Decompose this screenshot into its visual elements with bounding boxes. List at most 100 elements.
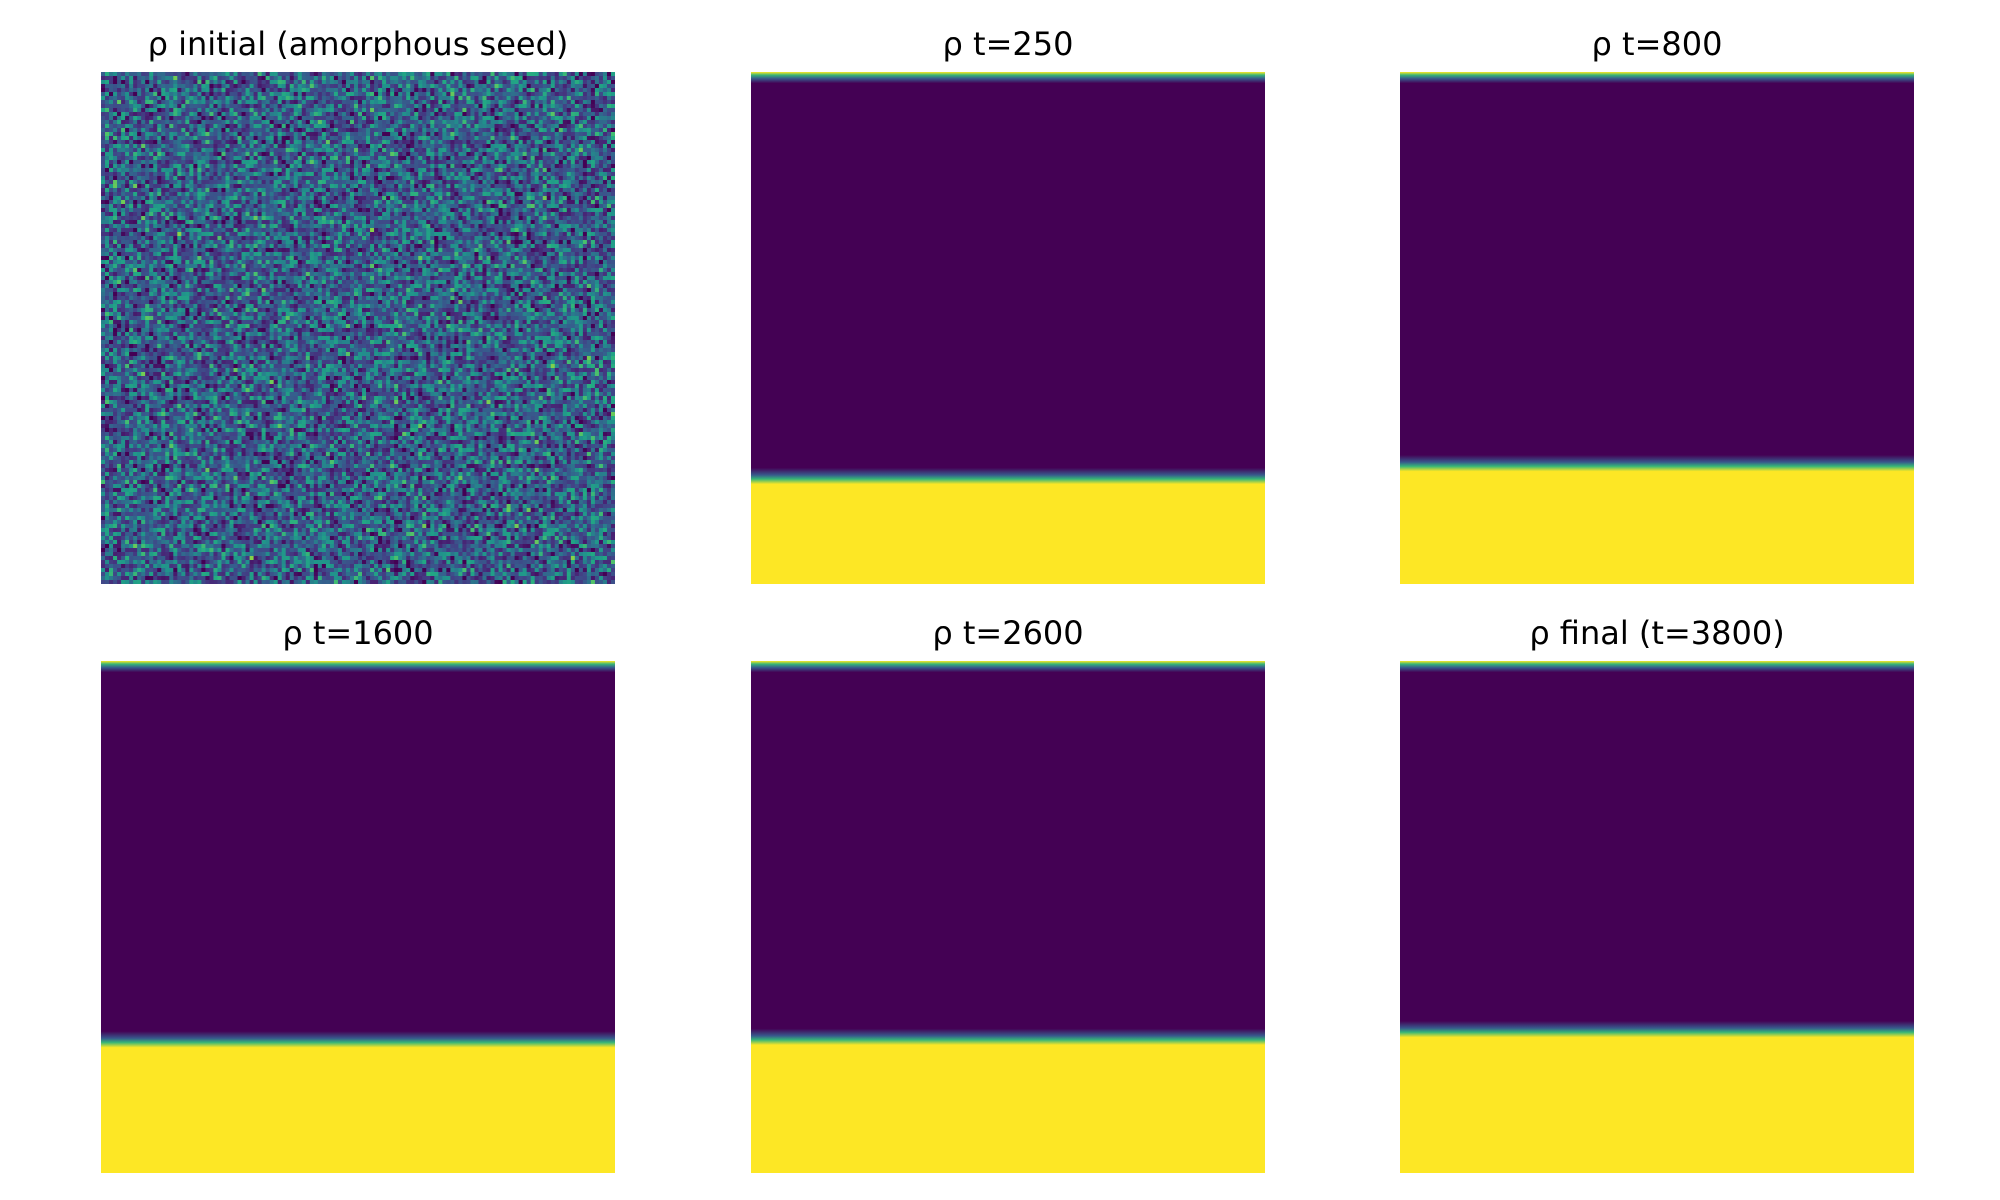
noise-cell	[438, 124, 443, 129]
noise-cell	[570, 80, 576, 85]
noise-cell	[418, 180, 423, 185]
noise-cell	[534, 120, 540, 125]
noise-cell	[165, 96, 170, 101]
noise-cell	[257, 144, 263, 149]
noise-cell	[578, 108, 584, 113]
noise-cell	[594, 184, 600, 189]
noise-cell	[221, 120, 227, 125]
noise-cell	[265, 176, 271, 181]
noise-cell	[410, 220, 415, 225]
noise-cell	[181, 104, 186, 109]
noise-cell	[165, 224, 170, 229]
noise-cell	[289, 212, 295, 217]
noise-cell	[173, 112, 178, 117]
noise-cell	[285, 76, 291, 81]
noise-cell	[514, 132, 520, 137]
noise-cell	[185, 80, 190, 85]
noise-cell	[534, 224, 540, 229]
noise-cell	[546, 212, 552, 217]
noise-cell	[522, 196, 528, 201]
noise-cell	[538, 160, 544, 165]
noise-cell	[446, 168, 451, 173]
noise-cell	[502, 172, 508, 177]
noise-cell	[366, 132, 371, 137]
noise-cell	[514, 164, 520, 169]
noise-cell	[506, 196, 512, 201]
noise-cell	[105, 176, 110, 181]
noise-cell	[317, 220, 323, 225]
noise-cell	[337, 116, 343, 121]
noise-cell	[430, 136, 435, 141]
noise-cell	[269, 96, 275, 101]
noise-cell	[137, 116, 142, 121]
noise-cell	[101, 172, 106, 177]
noise-cell	[414, 92, 419, 97]
noise-cell	[137, 172, 142, 177]
noise-cell	[542, 220, 548, 225]
noise-cell	[502, 120, 508, 125]
noise-cell	[233, 120, 239, 125]
noise-cell	[466, 156, 472, 161]
noise-cell	[253, 116, 259, 121]
noise-cell	[394, 196, 399, 201]
noise-cell	[169, 100, 174, 105]
noise-cell	[101, 108, 106, 113]
noise-cell	[125, 208, 130, 213]
noise-cell	[522, 124, 528, 129]
noise-cell	[337, 144, 343, 149]
noise-cell	[101, 184, 106, 189]
noise-cell	[121, 204, 126, 209]
noise-cell	[321, 124, 327, 129]
noise-cell	[586, 120, 592, 125]
noise-cell	[450, 140, 455, 145]
noise-cell	[518, 212, 524, 217]
noise-cell	[221, 192, 227, 197]
noise-cell	[193, 120, 198, 125]
noise-cell	[221, 212, 227, 217]
noise-cell	[129, 160, 134, 165]
noise-cell	[105, 224, 110, 229]
noise-cell	[181, 200, 186, 205]
noise-cell	[269, 100, 275, 105]
noise-cell	[570, 132, 576, 137]
noise-cell	[590, 188, 596, 193]
noise-cell	[221, 224, 227, 229]
noise-cell	[394, 168, 399, 173]
noise-cell	[233, 124, 239, 129]
noise-cell	[193, 76, 198, 81]
noise-cell	[558, 176, 564, 181]
noise-cell	[478, 108, 484, 113]
noise-cell	[446, 88, 451, 93]
noise-cell	[602, 76, 608, 81]
noise-cell	[329, 76, 335, 81]
noise-cell	[153, 156, 158, 161]
noise-cell	[382, 220, 387, 225]
noise-cell	[217, 144, 223, 149]
noise-cell	[542, 112, 548, 117]
noise-cell	[133, 160, 138, 165]
noise-cell	[313, 108, 319, 113]
noise-cell	[486, 188, 492, 193]
noise-cell	[418, 76, 423, 81]
noise-cell	[225, 188, 231, 193]
noise-cell	[213, 164, 219, 169]
noise-cell	[466, 208, 472, 213]
noise-cell	[442, 164, 447, 169]
noise-cell	[133, 152, 138, 157]
noise-cell	[253, 196, 259, 201]
noise-cell	[341, 120, 347, 125]
noise-cell	[510, 140, 516, 145]
noise-cell	[261, 132, 267, 137]
noise-cell	[249, 196, 255, 201]
noise-cell	[598, 168, 604, 173]
noise-cell	[406, 136, 411, 141]
noise-cell	[129, 148, 134, 153]
noise-cell	[345, 148, 351, 153]
noise-cell	[245, 172, 251, 177]
noise-cell	[474, 172, 480, 177]
noise-cell	[273, 116, 279, 121]
noise-cell	[426, 156, 431, 161]
noise-cell	[273, 96, 279, 101]
noise-cell	[358, 132, 363, 137]
noise-cell	[301, 140, 307, 145]
